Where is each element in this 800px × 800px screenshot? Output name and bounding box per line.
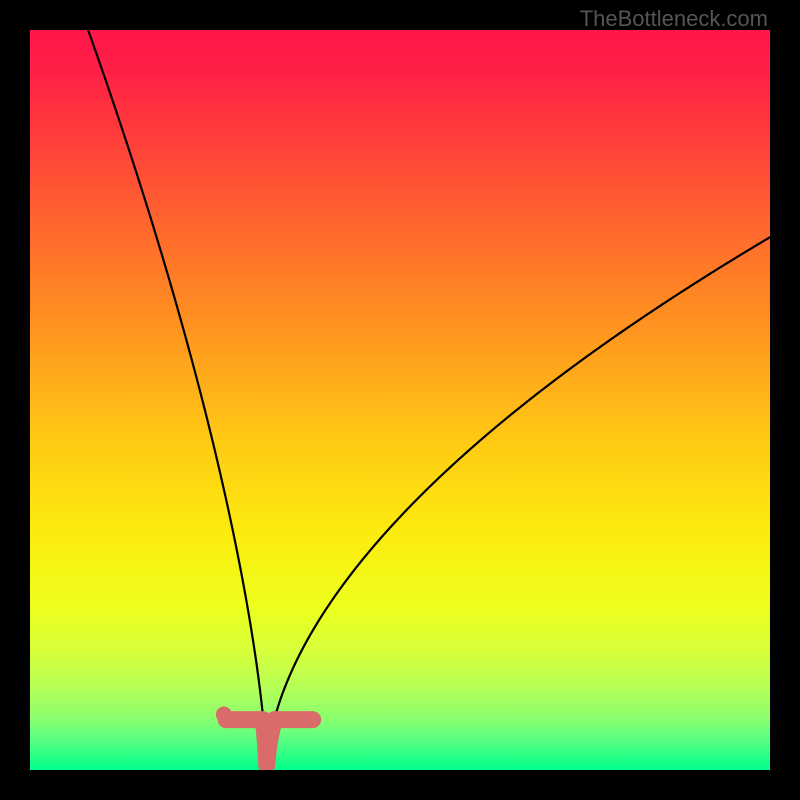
bottleneck-curve	[86, 30, 771, 758]
bottleneck-curve-plot	[30, 30, 770, 770]
watermark-text: TheBottleneck.com	[580, 6, 768, 32]
outer-frame: TheBottleneck.com	[0, 0, 800, 800]
highlight-start-dot	[216, 707, 232, 723]
plot-area	[30, 30, 770, 770]
optimal-range-highlight	[226, 720, 313, 765]
